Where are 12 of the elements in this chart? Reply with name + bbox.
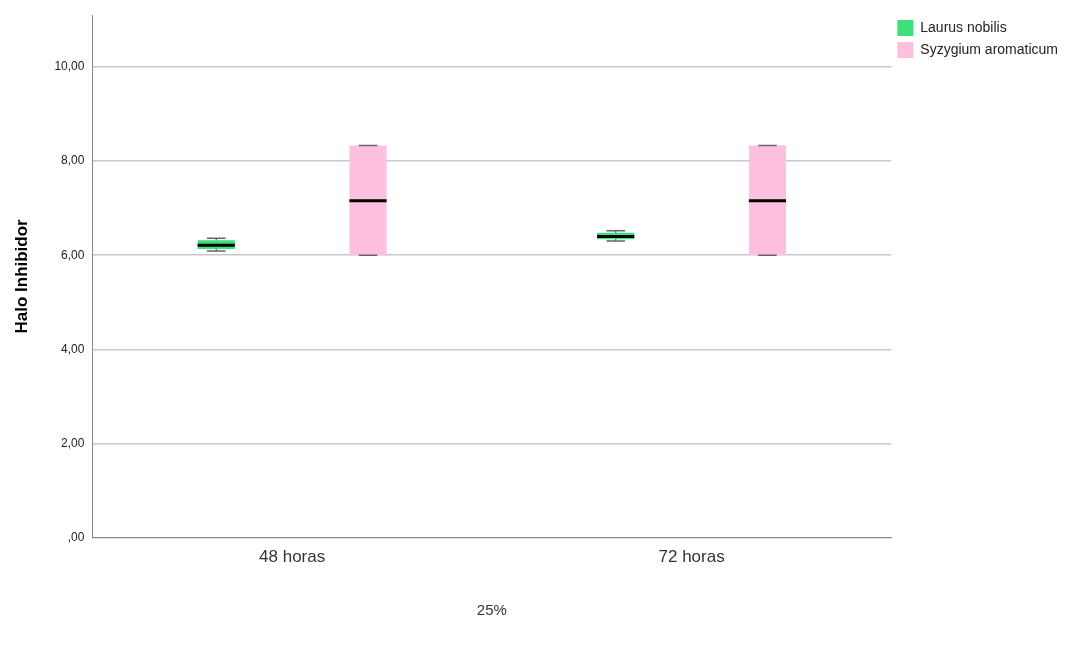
y-axis-title: Halo Inhibidor [11, 218, 31, 334]
y-tick-label: 2,00 [61, 435, 85, 450]
y-tick-label: 10,00 [54, 59, 85, 74]
legend-label: Laurus nobilis [920, 18, 1007, 35]
x-axis-title: 25% [476, 601, 507, 619]
y-tick-label: 8,00 [61, 153, 85, 168]
x-tick-label: 72 horas [658, 547, 725, 567]
x-tick-label: 48 horas [259, 547, 326, 567]
y-tick-label: ,00 [67, 529, 85, 544]
legend-label: Syzygium aromaticum [920, 40, 1058, 57]
y-tick-label: 6,00 [61, 247, 85, 262]
y-tick-label: 4,00 [61, 341, 85, 356]
